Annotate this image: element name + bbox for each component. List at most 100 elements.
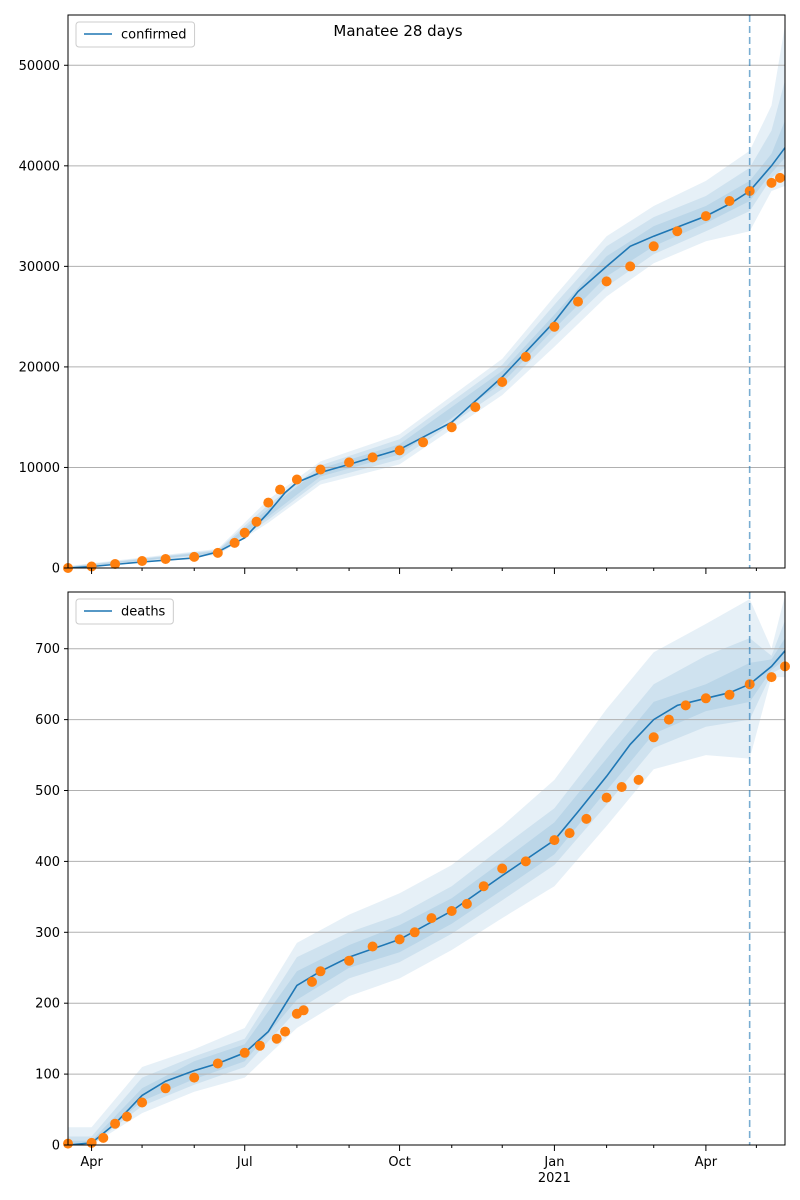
confirmed-observed-point — [418, 437, 429, 448]
deaths-observed-point — [616, 782, 627, 792]
deaths-observed-point — [700, 693, 711, 704]
deaths-observed-point — [663, 714, 674, 725]
deaths-observed-point — [461, 898, 472, 909]
x-tick-label: Oct — [388, 1155, 410, 1170]
deaths-observed-point — [121, 1111, 132, 1122]
deaths-observed-point — [724, 689, 735, 700]
x-tick-sublabel: 2021 — [538, 1171, 571, 1186]
y-tick-label: 30000 — [19, 260, 60, 275]
deaths-observed-point — [478, 881, 489, 892]
deaths-observed-points — [63, 661, 790, 1149]
confirmed-observed-point — [672, 226, 683, 237]
confirmed-band-2 — [68, 120, 785, 568]
deaths-observed-point — [254, 1040, 265, 1051]
deaths-observed-point — [680, 700, 691, 711]
confirmed-observed-point — [229, 537, 240, 548]
confirmed-observed-point — [394, 445, 405, 456]
confirmed-observed-point — [470, 402, 481, 413]
deaths-uncertainty-bands — [68, 595, 785, 1145]
deaths-band-0 — [68, 595, 785, 1145]
x-tick-label: Jan — [543, 1155, 564, 1170]
deaths-observed-point — [409, 927, 420, 938]
deaths-observed-point — [344, 955, 355, 966]
deaths-observed-point — [633, 774, 644, 785]
confirmed-observed-point — [648, 241, 659, 252]
deaths-observed-point — [648, 732, 659, 743]
deaths-observed-point — [137, 1097, 148, 1108]
confirmed-panel: 0 10000 20000 30000 40000 50000 confirmed — [19, 14, 786, 577]
confirmed-observed-point — [160, 554, 171, 564]
confirmed-observed-points — [63, 172, 785, 573]
y-tick-label: 40000 — [19, 159, 60, 174]
x-tick-label: Jul — [236, 1155, 253, 1170]
y-tick-label: 600 — [35, 713, 60, 728]
y-tick-label: 200 — [35, 997, 60, 1012]
confirmed-band-1 — [68, 80, 785, 569]
confirmed-observed-point — [367, 452, 378, 463]
deaths-observed-point — [446, 906, 457, 916]
deaths-observed-point — [271, 1033, 282, 1044]
legend-box — [75, 598, 174, 625]
deaths-observed-point — [98, 1132, 109, 1143]
deaths-observed-point — [497, 863, 508, 874]
deaths-observed-point — [426, 913, 437, 924]
confirmed-observed-point — [315, 464, 326, 475]
confirmed-legend: confirmed — [75, 21, 196, 48]
deaths-observed-point — [564, 828, 575, 839]
confirmed-uncertainty-bands — [68, 25, 785, 569]
confirmed-observed-point — [601, 276, 612, 287]
legend-label-deaths: deaths — [121, 605, 166, 620]
deaths-observed-point — [189, 1072, 200, 1083]
x-tick-label: Apr — [695, 1155, 718, 1170]
confirmed-axes: 0 10000 20000 30000 40000 50000 — [19, 14, 786, 577]
deaths-observed-point — [239, 1047, 250, 1058]
deaths-observed-point — [581, 813, 592, 824]
deaths-observed-point — [520, 856, 531, 867]
deaths-observed-point — [160, 1083, 171, 1094]
confirmed-observed-point — [520, 351, 531, 362]
y-tick-label: 50000 — [19, 59, 60, 74]
y-tick-label: 100 — [35, 1068, 60, 1083]
deaths-observed-point — [280, 1026, 291, 1037]
legend-box — [75, 21, 196, 48]
y-tick-label: 10000 — [19, 461, 60, 476]
confirmed-observed-point — [212, 547, 223, 558]
x-tick-label: Apr — [80, 1155, 103, 1170]
deaths-observed-point — [367, 941, 378, 952]
y-tick-label: 0 — [52, 1139, 60, 1154]
deaths-observed-point — [549, 835, 560, 846]
chart-title: Manatee 28 days — [333, 22, 462, 40]
confirmed-observed-point — [700, 211, 711, 222]
deaths-observed-point — [766, 672, 777, 683]
confirmed-observed-point — [497, 377, 508, 387]
deaths-observed-point — [212, 1058, 223, 1069]
confirmed-observed-point — [549, 321, 560, 332]
legend-label-confirmed: confirmed — [121, 28, 187, 43]
confirmed-observed-point — [573, 296, 583, 307]
confirmed-observed-point — [291, 474, 302, 485]
deaths-band-1 — [68, 620, 785, 1145]
deaths-legend: deaths — [75, 598, 174, 625]
deaths-observed-point — [110, 1118, 121, 1129]
y-tick-label: 300 — [35, 926, 60, 941]
y-tick-label: 700 — [35, 642, 60, 657]
confirmed-observed-point — [263, 497, 274, 508]
confirmed-observed-point — [110, 559, 121, 569]
y-tick-label: 500 — [35, 784, 60, 799]
confirmed-observed-point — [189, 551, 200, 562]
confirmed-observed-point — [775, 172, 785, 183]
confirmed-observed-point — [275, 484, 286, 495]
confirmed-observed-point — [625, 261, 636, 272]
deaths-observed-point — [601, 792, 612, 803]
y-tick-label: 400 — [35, 855, 60, 870]
confirmed-observed-point — [239, 527, 250, 538]
axes-frame — [67, 14, 786, 569]
deaths-observed-point — [307, 976, 317, 987]
deaths-observed-point — [315, 966, 326, 977]
confirmed-observed-point — [251, 516, 262, 527]
confirmed-observed-point — [766, 177, 777, 188]
confirmed-observed-point — [86, 561, 97, 572]
